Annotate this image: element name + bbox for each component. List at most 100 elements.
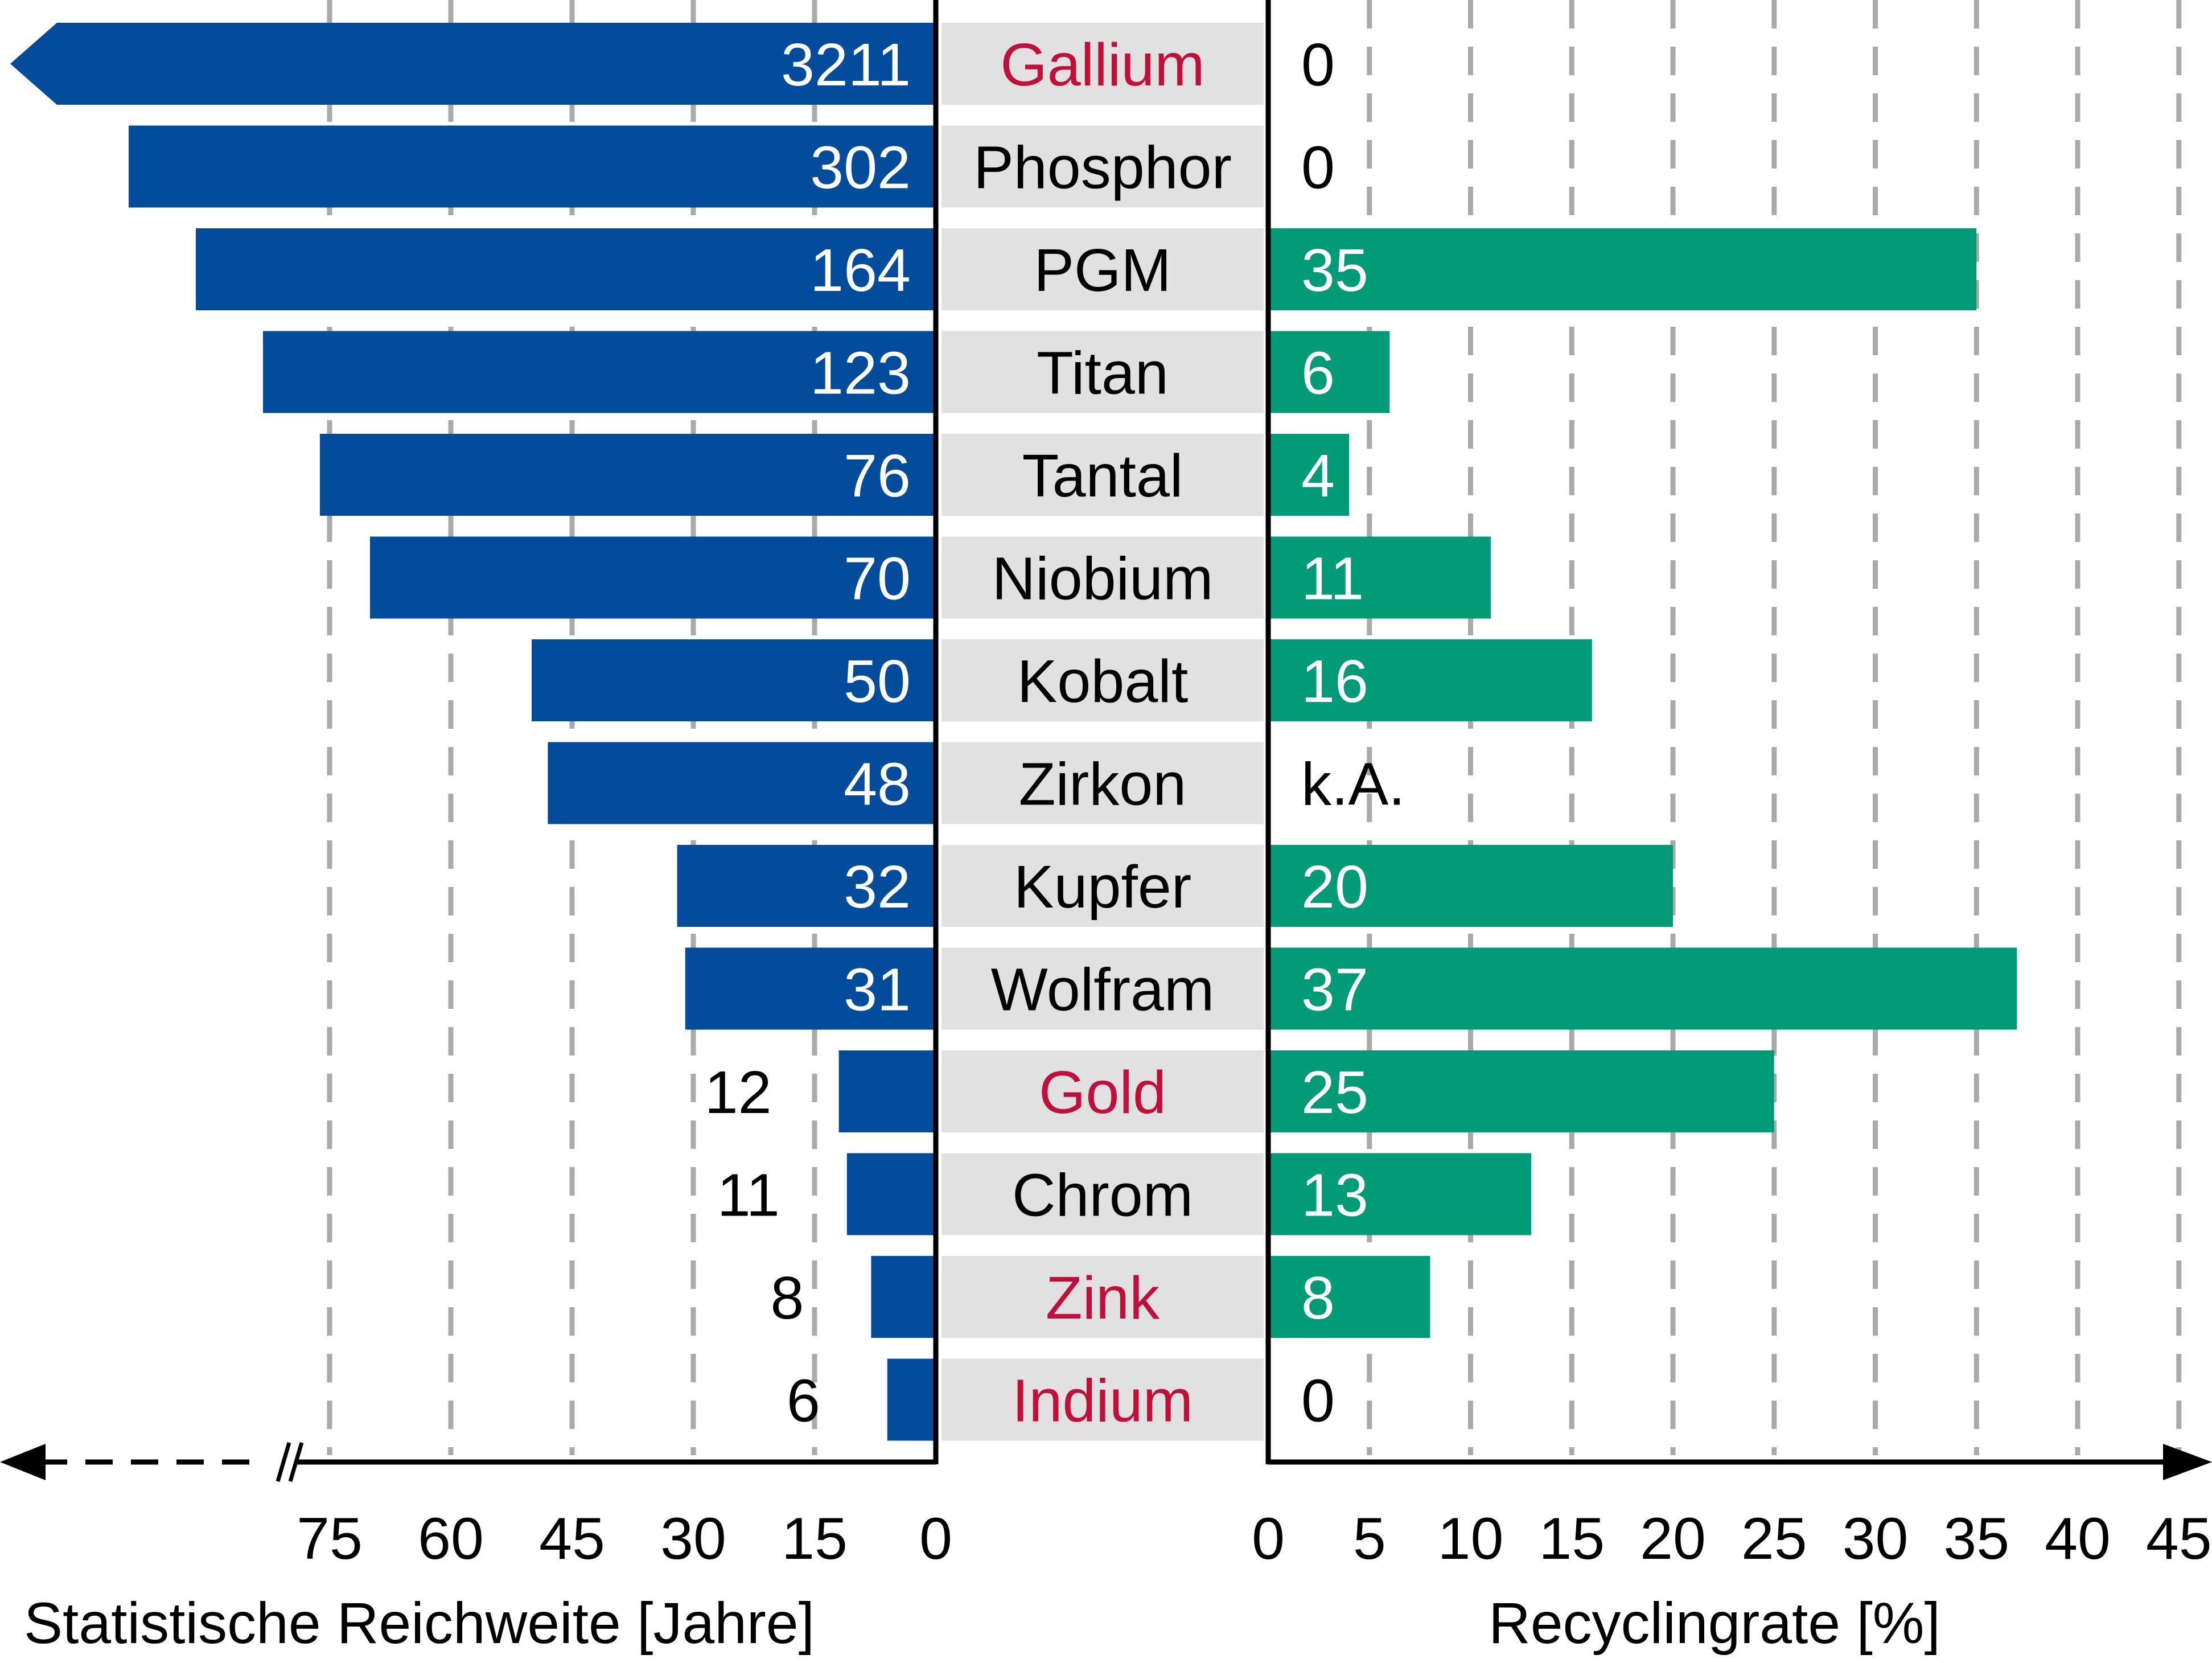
right-value-label: 20 bbox=[1301, 853, 1368, 921]
right-tick-label: 45 bbox=[2146, 1506, 2212, 1572]
left-value-label: 70 bbox=[844, 545, 911, 613]
category-label: Kupfer bbox=[1014, 853, 1191, 921]
right-bar bbox=[1268, 639, 1592, 721]
left-bar bbox=[10, 23, 936, 105]
label-band bbox=[941, 639, 1264, 721]
right-value-label: 37 bbox=[1301, 956, 1368, 1024]
category-label: Kobalt bbox=[1017, 648, 1189, 715]
label-band bbox=[941, 1256, 1264, 1338]
label-band bbox=[941, 742, 1264, 824]
category-label: Titan bbox=[1037, 340, 1169, 407]
left-value-label: 31 bbox=[844, 956, 911, 1024]
left-axis-arrow bbox=[0, 1444, 46, 1480]
left-value-label: 48 bbox=[844, 751, 911, 818]
left-tick-label: 0 bbox=[919, 1506, 952, 1572]
right-tick-label: 15 bbox=[1539, 1506, 1605, 1572]
right-value-label: 16 bbox=[1301, 648, 1368, 715]
category-label: Tantal bbox=[1022, 442, 1183, 510]
label-band bbox=[941, 1153, 1264, 1235]
right-bar bbox=[1268, 536, 1491, 619]
right-value-label: 0 bbox=[1301, 134, 1335, 202]
left-tick-label: 60 bbox=[418, 1506, 484, 1572]
left-value-label: 50 bbox=[844, 648, 911, 715]
right-bar bbox=[1268, 1050, 1774, 1132]
left-value-label: 76 bbox=[844, 442, 911, 510]
right-value-label: 25 bbox=[1301, 1059, 1368, 1126]
left-value-label: 32 bbox=[844, 853, 911, 921]
left-bar bbox=[846, 1153, 936, 1235]
category-label: Wolfram bbox=[991, 956, 1215, 1024]
left-bar bbox=[548, 742, 936, 824]
category-label: Zink bbox=[1046, 1264, 1160, 1332]
left-bar bbox=[677, 845, 936, 927]
label-band bbox=[941, 434, 1264, 516]
axes bbox=[0, 0, 2212, 1482]
label-band bbox=[941, 536, 1264, 619]
right-value-label: 6 bbox=[1301, 340, 1335, 407]
right-value-label: 11 bbox=[1301, 545, 1364, 613]
left-value-label: 11 bbox=[717, 1162, 780, 1229]
left-bar bbox=[887, 1358, 936, 1441]
category-label: Chrom bbox=[1012, 1162, 1193, 1229]
left-bar bbox=[263, 331, 936, 413]
right-value-label: 4 bbox=[1301, 442, 1335, 510]
left-bar bbox=[370, 536, 936, 619]
category-label: Gallium bbox=[1000, 31, 1204, 98]
right-bar bbox=[1268, 331, 1390, 413]
right-bar bbox=[1268, 947, 2017, 1030]
label-band bbox=[941, 331, 1264, 413]
category-label: PGM bbox=[1034, 237, 1171, 304]
left-value-label: 123 bbox=[810, 340, 911, 407]
right-value-label: k.A. bbox=[1301, 751, 1405, 818]
left-bar bbox=[319, 434, 936, 516]
right-tick-label: 35 bbox=[1943, 1506, 2009, 1572]
axis-break-mark bbox=[276, 1442, 304, 1482]
right-value-label: 0 bbox=[1301, 1368, 1335, 1435]
label-band bbox=[941, 1050, 1264, 1132]
left-value-label: 164 bbox=[810, 237, 911, 304]
right-tick-label: 0 bbox=[1252, 1506, 1285, 1572]
left-value-label: 302 bbox=[810, 134, 911, 202]
left-bar bbox=[129, 125, 936, 208]
right-bar bbox=[1268, 845, 1673, 927]
left-bar bbox=[685, 947, 936, 1030]
right-tick-label: 25 bbox=[1741, 1506, 1807, 1572]
right-tick-label: 20 bbox=[1640, 1506, 1706, 1572]
right-axis-arrow bbox=[2163, 1444, 2212, 1480]
right-value-label: 13 bbox=[1301, 1162, 1368, 1229]
left-value-label: 3211 bbox=[781, 31, 911, 98]
right-axis-title: Recyclingrate [%] bbox=[1489, 1591, 1940, 1656]
left-bar bbox=[196, 228, 936, 310]
left-bar bbox=[532, 639, 936, 721]
gridlines bbox=[327, 0, 2182, 1455]
left-bar bbox=[838, 1050, 936, 1132]
right-tick-label: 40 bbox=[2045, 1506, 2111, 1572]
right-tick-label: 30 bbox=[1843, 1506, 1909, 1572]
left-value-label: 8 bbox=[770, 1264, 804, 1332]
label-band bbox=[941, 845, 1264, 927]
label-band-layer bbox=[941, 23, 1264, 1441]
category-label: Indium bbox=[1012, 1368, 1193, 1435]
bars bbox=[10, 23, 2017, 1441]
right-value-label: 8 bbox=[1301, 1264, 1335, 1332]
left-tick-label: 30 bbox=[660, 1506, 726, 1572]
left-value-label: 6 bbox=[787, 1368, 820, 1435]
label-band bbox=[941, 947, 1264, 1030]
right-tick-label: 10 bbox=[1438, 1506, 1504, 1572]
left-tick-label: 45 bbox=[539, 1506, 605, 1572]
left-axis-title: Statistische Reichweite [Jahre] bbox=[24, 1591, 815, 1656]
left-value-label: 12 bbox=[705, 1059, 772, 1126]
labels: 75 60 45 30 15 0 0 5 10 15 20 25 30 35 40 45GalliumPhos… bbox=[297, 31, 2211, 1572]
label-band bbox=[941, 228, 1264, 310]
left-tick-label: 15 bbox=[782, 1506, 848, 1572]
category-label: Phosphor bbox=[973, 134, 1232, 202]
right-value-label: 35 bbox=[1301, 237, 1368, 304]
right-tick-label: 5 bbox=[1353, 1506, 1386, 1572]
label-band bbox=[941, 1358, 1264, 1441]
category-label: Gold bbox=[1039, 1059, 1166, 1126]
label-band bbox=[941, 23, 1264, 105]
label-band bbox=[941, 125, 1264, 208]
left-bar bbox=[871, 1256, 936, 1338]
right-bar bbox=[1268, 434, 1350, 516]
